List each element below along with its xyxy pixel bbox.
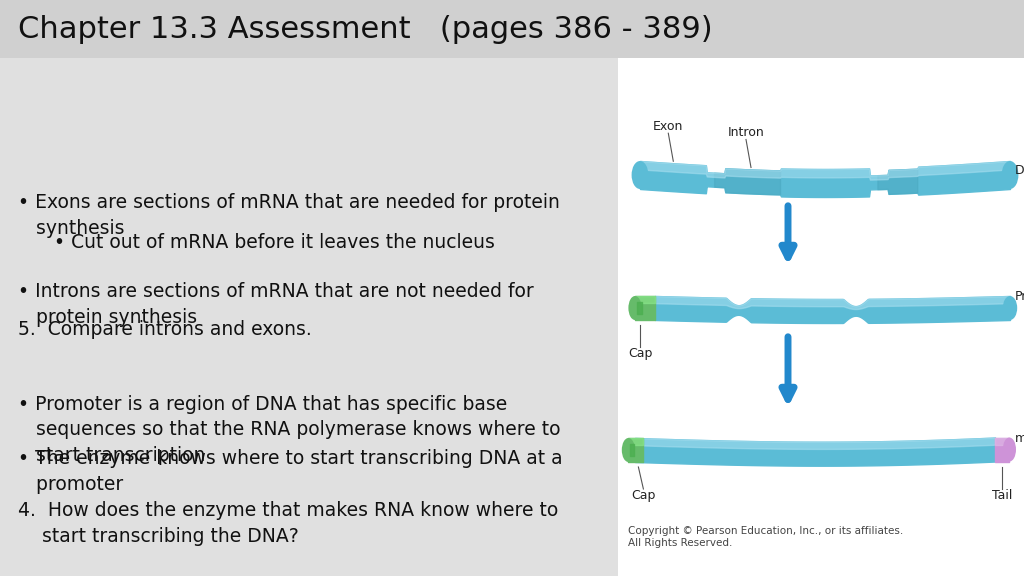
Text: Intron: Intron: [728, 127, 764, 139]
Text: mRNA: mRNA: [1015, 431, 1024, 445]
Text: DNA: DNA: [1015, 164, 1024, 176]
Text: Cap: Cap: [628, 347, 652, 360]
Ellipse shape: [1001, 161, 1019, 189]
Text: • Introns are sections of mRNA that are not needed for
   protein synthesis: • Introns are sections of mRNA that are …: [18, 282, 535, 327]
Text: Cap: Cap: [631, 489, 655, 502]
Text: • The enzyme knows where to start transcribing DNA at a
   promoter: • The enzyme knows where to start transc…: [18, 449, 563, 494]
Text: • Cut out of mRNA before it leaves the nucleus: • Cut out of mRNA before it leaves the n…: [18, 233, 496, 252]
Ellipse shape: [632, 161, 648, 189]
Bar: [618, 58, 1024, 576]
Text: Chapter 13.3 Assessment   (pages 386 - 389): Chapter 13.3 Assessment (pages 386 - 389…: [18, 14, 713, 44]
Text: Exon: Exon: [653, 120, 683, 133]
Ellipse shape: [629, 296, 642, 320]
Text: • Promoter is a region of DNA that has specific base
   sequences so that the RN: • Promoter is a region of DNA that has s…: [18, 395, 561, 465]
Bar: [0, 58, 1024, 576]
Text: 4.  How does the enzyme that makes RNA know where to
    start transcribing the : 4. How does the enzyme that makes RNA kn…: [18, 501, 559, 546]
Ellipse shape: [1002, 438, 1016, 461]
Ellipse shape: [1002, 296, 1017, 320]
Text: 5.  Compare introns and exons.: 5. Compare introns and exons.: [18, 320, 312, 339]
Text: Pre-mRNA: Pre-mRNA: [1015, 290, 1024, 302]
Text: • Exons are sections of mRNA that are needed for protein
   synthesis: • Exons are sections of mRNA that are ne…: [18, 193, 560, 238]
Ellipse shape: [622, 438, 635, 462]
Text: Copyright © Pearson Education, Inc., or its affiliates.
All Rights Reserved.: Copyright © Pearson Education, Inc., or …: [628, 525, 903, 548]
Bar: [0, 0, 1024, 58]
Text: Tail: Tail: [992, 488, 1013, 502]
